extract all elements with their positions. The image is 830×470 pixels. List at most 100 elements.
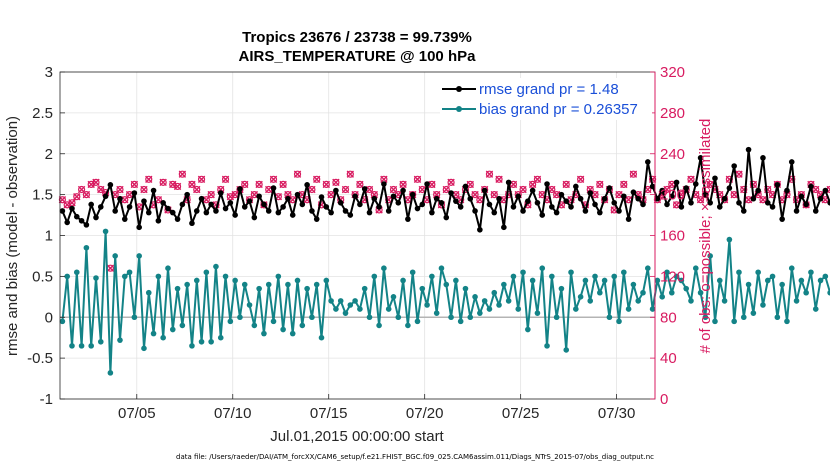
- legend-box: [440, 78, 652, 120]
- bias-point: [712, 318, 718, 325]
- bias-point: [625, 306, 632, 312]
- rmse-point: [265, 208, 272, 214]
- obs-assimilated-point: [269, 175, 278, 183]
- rmse-point: [285, 195, 291, 202]
- rmse-point: [256, 193, 262, 200]
- rmse-point: [141, 198, 147, 204]
- obs-assimilated-point: [490, 190, 498, 199]
- rmse-point: [616, 208, 622, 214]
- obs-assimilated-point: [332, 178, 340, 187]
- obs-assimilated-point: [178, 170, 187, 178]
- bias-point: [376, 322, 382, 329]
- obs-possible-point: [812, 185, 820, 194]
- bias-point: [385, 306, 392, 312]
- obs-assimilated-point: [730, 190, 738, 199]
- obs-possible-point: [346, 170, 354, 178]
- rmse-point: [486, 201, 493, 208]
- rmse-point: [429, 209, 435, 216]
- obs-assimilated-point: [447, 178, 455, 187]
- rmse-point: [784, 187, 790, 194]
- rmse-point: [155, 217, 162, 224]
- obs-possible-point: [471, 191, 479, 199]
- right-tick-label: 0: [660, 391, 668, 408]
- bias-point: [366, 314, 373, 321]
- obs-assimilated-point: [744, 196, 753, 204]
- bias-point: [337, 298, 344, 304]
- bias-point: [645, 265, 651, 272]
- obs-assimilated-point: [356, 180, 364, 189]
- obs-assimilated-point: [485, 170, 494, 178]
- bias-point: [510, 273, 517, 280]
- rmse-point: [803, 201, 809, 208]
- bias-point: [184, 281, 190, 288]
- bias-point: [107, 370, 114, 376]
- bias-point: [323, 277, 330, 284]
- rmse-point: [457, 204, 464, 210]
- rmse-point: [241, 204, 248, 210]
- bias-point: [361, 285, 368, 292]
- rmse-point: [606, 185, 613, 191]
- rmse-point: [275, 209, 282, 216]
- bias-point: [395, 314, 402, 321]
- rmse-point: [491, 209, 498, 216]
- bias-point: [654, 277, 661, 284]
- bias-point: [189, 343, 195, 349]
- rmse-point: [750, 195, 757, 202]
- rmse-point: [385, 208, 392, 214]
- rmse-point: [299, 201, 306, 208]
- obs-possible-point: [188, 180, 196, 189]
- rmse-point: [692, 181, 699, 187]
- obs-assimilated-point: [759, 196, 767, 204]
- rmse-point: [309, 208, 315, 214]
- obs-possible-point: [764, 185, 772, 194]
- bias-point: [371, 273, 378, 280]
- rmse-point: [621, 193, 627, 200]
- bias-point: [294, 277, 301, 284]
- obs-assimilated-point: [346, 170, 354, 178]
- bias-point: [611, 273, 618, 280]
- obs-assimilated-point: [92, 178, 100, 187]
- y-tick-label: -0.5: [27, 350, 53, 367]
- bias-point: [93, 275, 99, 281]
- obs-possible-point: [178, 170, 186, 178]
- rmse-point: [121, 216, 128, 222]
- obs-assimilated-point: [193, 185, 201, 194]
- rmse-point: [251, 214, 258, 221]
- bias-point: [208, 338, 214, 345]
- y-tick-label: -1: [40, 391, 53, 408]
- series-layer: [58, 146, 830, 376]
- bias-point: [539, 265, 546, 272]
- bias-point: [193, 277, 200, 284]
- obs-assimilated-point: [735, 170, 743, 178]
- bias-point: [237, 314, 243, 321]
- bias-point: [59, 318, 66, 325]
- rmse-point: [582, 208, 589, 214]
- bias-point: [126, 269, 133, 276]
- rmse-point: [227, 200, 234, 206]
- bias-point: [165, 265, 171, 272]
- rmse-point: [184, 191, 190, 198]
- rmse-point: [592, 201, 598, 208]
- bias-point: [678, 277, 685, 284]
- x-tick-label: 07/10: [214, 405, 252, 422]
- bias-point: [577, 294, 584, 300]
- rmse-point: [568, 204, 574, 210]
- rmse-point: [371, 195, 378, 202]
- legend-rmse-label: rmse grand pr = 1.48: [479, 81, 619, 98]
- rmse-point: [222, 205, 229, 212]
- obs-possible-point: [629, 170, 638, 178]
- rmse-point: [318, 194, 325, 200]
- bias-point: [621, 269, 627, 276]
- rmse-point: [366, 209, 373, 216]
- bias-point: [381, 265, 387, 272]
- right-tick-label: 160: [660, 228, 685, 245]
- bias-point: [462, 285, 469, 292]
- bias-point: [342, 310, 349, 316]
- rmse-point: [270, 185, 277, 191]
- bias-point: [755, 269, 761, 276]
- bias-point: [659, 294, 665, 300]
- obs-assimilated-point: [197, 175, 206, 183]
- legend-rmse-marker: [456, 86, 462, 92]
- obs-possible-point: [293, 170, 302, 178]
- chart-title: Tropics 23676 / 23738 = 99.739%: [242, 29, 472, 46]
